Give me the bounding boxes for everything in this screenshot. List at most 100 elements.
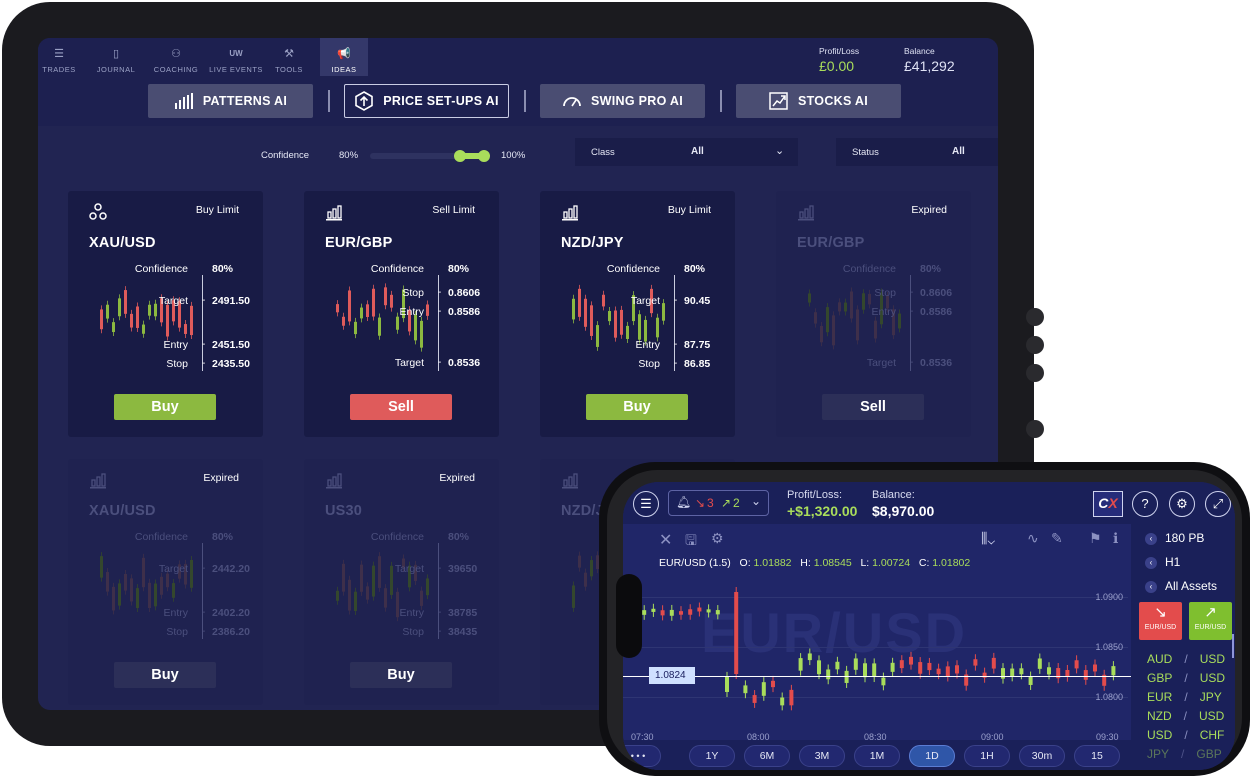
side-row-assets[interactable]: ‹ All Assets: [1145, 579, 1217, 593]
buy-button[interactable]: Buy: [586, 394, 688, 420]
confidence-max: 100%: [501, 150, 526, 161]
nav-coaching[interactable]: ⚇ COACHING: [146, 38, 206, 76]
scrollbar[interactable]: [1232, 634, 1234, 658]
idea-card[interactable]: Buy Limit NZD/JPY Confidence 80% Target -90.4…: [540, 191, 735, 437]
timeframe-button[interactable]: 1H: [964, 745, 1010, 767]
timeframe-button[interactable]: 15: [1074, 745, 1120, 767]
pair-name: EUR/GBP: [325, 235, 393, 251]
level-value: 2451.50: [212, 339, 250, 351]
chevron-down-icon: ⌄: [751, 494, 762, 508]
candle-body: [402, 558, 405, 568]
side-row-timeframe[interactable]: ‹ H1: [1145, 555, 1180, 569]
candle-body: [808, 293, 811, 303]
nav-ideas[interactable]: 📢 IDEAS: [320, 38, 368, 76]
tab-stocks-ai[interactable]: STOCKS AI: [736, 84, 901, 118]
nav-tools[interactable]: ⚒ TOOLS: [259, 38, 319, 76]
bell-icon: 🔔︎: [676, 495, 692, 509]
mini-candles-chart: [100, 286, 193, 341]
close-icon[interactable]: ✕: [659, 532, 673, 549]
candle-body: [172, 583, 175, 598]
grid-line: [623, 647, 1128, 648]
candle-body: [360, 307, 363, 319]
asset-base: JPY: [1147, 747, 1170, 761]
tab-swing-pro-ai[interactable]: SWING PRO AI: [540, 84, 705, 118]
idea-card[interactable]: Buy Limit XAU/USD Confidence 80% Target -2491…: [68, 191, 263, 437]
nav-trades[interactable]: ☰ TRADES: [38, 38, 89, 76]
status-select[interactable]: Status All: [836, 138, 998, 166]
class-select[interactable]: Class All ⌄: [575, 138, 798, 166]
candle-body: [874, 320, 877, 339]
candle-body: [1074, 660, 1079, 669]
menu-button[interactable]: ☰: [633, 491, 659, 517]
candle-body: [378, 556, 381, 588]
side-row-pb[interactable]: ‹ 180 PB: [1145, 531, 1204, 545]
asset-pair-row[interactable]: USD / CHF: [1147, 728, 1231, 742]
timeframe-button[interactable]: 3M: [799, 745, 845, 767]
asset-pair-row[interactable]: AUD / USD: [1147, 652, 1231, 666]
candles-type-icon[interactable]: ⫼⌄: [981, 530, 995, 546]
candle-body: [880, 292, 883, 325]
idea-card[interactable]: Expired XAU/USD Confidence 80% Target -2442.2…: [68, 459, 263, 705]
settings-button[interactable]: ⚙: [1169, 491, 1195, 517]
cx-logo[interactable]: CX: [1093, 491, 1123, 517]
asset-pair-row[interactable]: JPY / GBP: [1147, 747, 1231, 761]
timeframe-button[interactable]: 6M: [744, 745, 790, 767]
level-value: 39650: [448, 563, 478, 575]
logo-letter: C: [1098, 495, 1109, 511]
price-chart[interactable]: ✕ 🖫 ⚙ ⫼⌄ ∿ ✎ ⚑ ℹ EUR/USD (1.5) O: 1.0188…: [623, 524, 1131, 770]
alerts-dropdown[interactable]: 🔔︎ ↘ 3 ↗ 2 ⌄: [668, 490, 769, 516]
nav-journal[interactable]: ▯ JOURNAL: [86, 38, 146, 76]
confidence-min: 80%: [339, 150, 359, 161]
nav-live-events[interactable]: UW LIVE EVENTS: [206, 38, 266, 76]
level-label: Target: [630, 295, 660, 307]
slider-knob-min[interactable]: [454, 150, 466, 162]
sell-button[interactable]: Sell: [822, 394, 924, 420]
idea-card[interactable]: Sell Limit EUR/GBP Confidence 80% Stop -0.860…: [304, 191, 499, 437]
gear-icon[interactable]: ⚙: [711, 530, 724, 546]
more-button[interactable]: • • •: [623, 745, 661, 767]
tab-price-setups-ai[interactable]: PRICE SET-UPS AI: [344, 84, 509, 118]
sell-button[interactable]: Sell: [350, 394, 452, 420]
timeframe-button[interactable]: 1D: [909, 745, 955, 767]
asset-pair-row[interactable]: EUR / JPY: [1147, 690, 1231, 704]
info-icon[interactable]: ℹ: [1113, 530, 1119, 546]
chevron-down-icon: ⌄: [775, 145, 785, 157]
fullscreen-button[interactable]: ⤢: [1205, 491, 1231, 517]
sell-button[interactable]: ↘ EUR/USD: [1139, 602, 1182, 640]
buy-button[interactable]: ↗ EUR/USD: [1189, 602, 1232, 640]
candle-body: [1065, 669, 1070, 677]
gauge-icon: [563, 97, 581, 107]
draw-icon[interactable]: ✎: [1051, 530, 1063, 546]
timeframe-button[interactable]: 1M: [854, 745, 900, 767]
pair-name: US30: [325, 503, 363, 519]
help-button[interactable]: ?: [1132, 491, 1158, 517]
profit-loss-display: Profit/Loss £0.00: [819, 46, 859, 74]
idea-card[interactable]: Expired US30 Confidence 80% Target -39650 Entr…: [304, 459, 499, 705]
buy-button[interactable]: Buy: [350, 662, 452, 688]
asset-pair-row[interactable]: NZD / USD: [1147, 709, 1231, 723]
candle-body: [360, 564, 363, 592]
buy-button[interactable]: Buy: [114, 394, 216, 420]
tab-patterns-ai[interactable]: PATTERNS AI: [148, 84, 313, 118]
candle-body: [420, 590, 423, 606]
buy-button[interactable]: Buy: [114, 662, 216, 688]
level-label: Target: [394, 563, 424, 575]
candle-body: [172, 300, 175, 322]
side-row-label: All Assets: [1165, 579, 1218, 593]
candle-body: [130, 578, 133, 602]
asset-pair-row[interactable]: GBP / USD: [1147, 671, 1231, 685]
flag-icon[interactable]: ⚑: [1089, 530, 1102, 546]
ohlc-readout: EUR/USD (1.5) O: 1.01882 H: 1.08545 L: 1…: [659, 557, 970, 569]
tab-label: STOCKS AI: [797, 94, 869, 108]
confidence-slider[interactable]: [370, 150, 490, 162]
candle-body: [118, 583, 121, 606]
slider-knob-max[interactable]: [478, 150, 490, 162]
indicators-icon[interactable]: ∿: [1027, 530, 1039, 546]
timeframe-button[interactable]: 1Y: [689, 745, 735, 767]
idea-card[interactable]: Expired EUR/GBP Confidence 80% Stop -0.8606 En…: [776, 191, 971, 437]
save-icon[interactable]: 🖫: [685, 532, 697, 548]
question-icon: ?: [1141, 496, 1149, 511]
candle-body: [725, 676, 729, 692]
timeframe-button[interactable]: 30m: [1019, 745, 1065, 767]
level-label: Stop: [166, 626, 188, 638]
